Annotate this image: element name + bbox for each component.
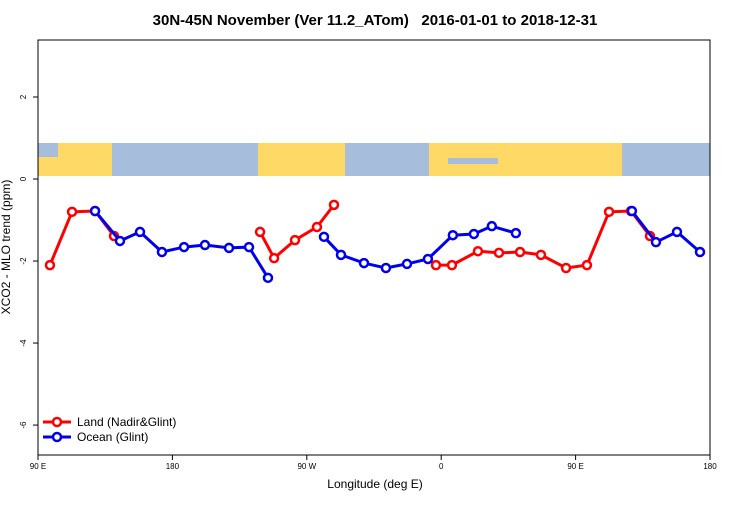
- point: [358, 257, 370, 269]
- y-tick-label: 0: [19, 176, 28, 181]
- x-tick-label: 180: [703, 462, 717, 471]
- y-axis-label: XCO2 - MLO trend (ppm): [0, 180, 13, 315]
- x-tick-label: 180: [166, 462, 180, 471]
- point: [254, 226, 266, 238]
- point: [581, 259, 593, 271]
- point: [268, 252, 280, 264]
- point: [603, 206, 615, 218]
- y-tick-label: -6: [19, 421, 28, 429]
- chart-title: 30N-45N November (Ver 11.2_ATom) 2016-01…: [153, 12, 598, 29]
- legend-marker: [51, 431, 63, 443]
- point: [335, 249, 347, 261]
- x-tick-label: 90 E: [567, 462, 583, 471]
- point: [328, 199, 340, 211]
- legend-label: Land (Nadir&Glint): [77, 415, 176, 429]
- point: [89, 205, 101, 217]
- y-tick-label: 2: [19, 94, 28, 99]
- map-strip: [38, 143, 710, 176]
- point: [510, 227, 522, 239]
- point: [134, 226, 146, 238]
- point: [468, 228, 480, 240]
- point: [694, 246, 706, 258]
- point: [560, 262, 572, 274]
- plot-frame: [37, 39, 711, 456]
- series-line: [48, 209, 116, 266]
- point: [446, 259, 458, 271]
- point: [447, 229, 459, 241]
- x-axis-label: Longitude (deg E): [327, 477, 422, 491]
- x-tick-label: 90 W: [297, 462, 316, 471]
- legend-marker: [51, 416, 63, 428]
- point: [626, 205, 638, 217]
- point: [472, 245, 484, 257]
- point: [223, 242, 235, 254]
- point: [671, 226, 683, 238]
- series-line: [630, 210, 701, 254]
- series-line: [322, 224, 517, 270]
- series-line: [258, 203, 336, 261]
- point: [199, 239, 211, 251]
- point: [401, 258, 413, 270]
- point: [262, 272, 274, 284]
- legend-label: Ocean (Glint): [77, 430, 148, 444]
- point: [318, 231, 330, 243]
- x-tick-label: 90 E: [30, 462, 46, 471]
- point: [486, 220, 498, 232]
- point: [650, 236, 662, 248]
- point: [44, 259, 56, 271]
- point: [289, 234, 301, 246]
- point: [66, 206, 78, 218]
- point: [156, 246, 168, 258]
- y-tick-label: -2: [19, 257, 28, 265]
- point: [311, 221, 323, 233]
- point: [114, 235, 126, 247]
- point: [178, 241, 190, 253]
- point: [514, 246, 526, 258]
- point: [535, 249, 547, 261]
- point: [380, 262, 392, 274]
- point: [422, 253, 434, 265]
- x-tick-label: 0: [439, 462, 444, 471]
- y-tick-label: -4: [19, 339, 28, 347]
- point: [493, 247, 505, 259]
- point: [430, 259, 442, 271]
- point: [243, 241, 255, 253]
